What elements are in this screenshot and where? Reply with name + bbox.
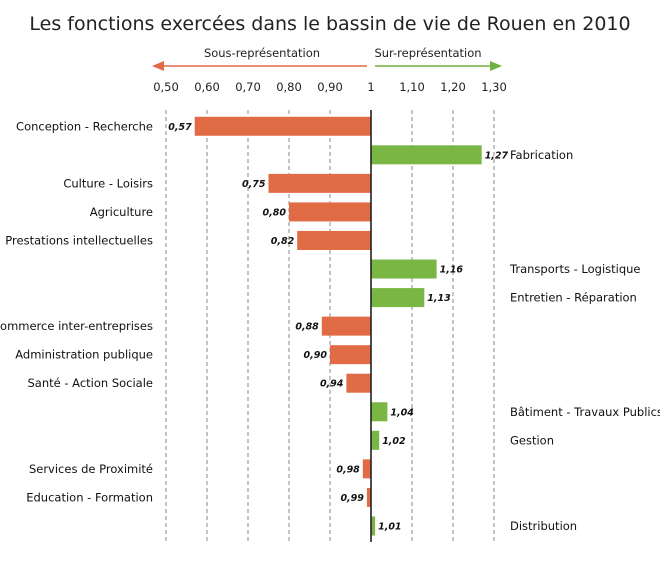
x-tick-label: 0,90 bbox=[317, 80, 343, 94]
category-label: Prestations intellectuelles bbox=[5, 233, 153, 247]
value-label: 1,16 bbox=[440, 265, 464, 276]
bar bbox=[371, 402, 388, 422]
category-label: Santé - Action Sociale bbox=[27, 376, 153, 390]
x-tick-label: 1 bbox=[367, 80, 374, 94]
value-label: 1,01 bbox=[378, 521, 401, 532]
value-label: 0,75 bbox=[242, 179, 266, 190]
bar bbox=[371, 288, 425, 308]
category-label: Gestion bbox=[510, 433, 554, 447]
x-axis-ticks: 0,50 0,60 0,70 0,80 0,90 1 1,10 1,20 1,30 bbox=[153, 80, 507, 94]
bar bbox=[321, 316, 371, 336]
bar bbox=[371, 145, 482, 165]
value-label: 1,04 bbox=[390, 407, 414, 418]
bar bbox=[371, 516, 376, 536]
value-label: 0,80 bbox=[263, 207, 287, 218]
under-arrow-head bbox=[152, 61, 164, 71]
chart-title: Les fonctions exercées dans le bassin de… bbox=[29, 13, 630, 35]
value-label: 0,99 bbox=[340, 493, 364, 504]
category-label: Education - Formation bbox=[26, 490, 153, 504]
category-label: Fabrication bbox=[510, 148, 573, 162]
bar bbox=[268, 173, 371, 193]
category-label: Services de Proximité bbox=[29, 462, 153, 476]
x-tick-label: 0,70 bbox=[235, 80, 261, 94]
under-representation-label: Sous-représentation bbox=[204, 46, 320, 60]
category-label: Distribution bbox=[510, 519, 577, 533]
bars bbox=[194, 116, 482, 536]
value-label: 0,57 bbox=[168, 122, 192, 133]
x-tick-label: 0,50 bbox=[153, 80, 179, 94]
x-tick-label: 0,80 bbox=[276, 80, 302, 94]
value-label: 1,13 bbox=[427, 293, 451, 304]
bar bbox=[297, 230, 371, 250]
bar bbox=[366, 487, 371, 507]
bar bbox=[371, 430, 380, 450]
value-label: 0,94 bbox=[320, 379, 344, 390]
over-representation-label: Sur-représentation bbox=[374, 46, 481, 60]
value-label: 1,27 bbox=[485, 150, 509, 161]
value-label: 0,88 bbox=[295, 322, 319, 333]
direction-indicator: Sous-représentation Sur-représentation bbox=[152, 46, 502, 71]
category-label: Commerce inter-entreprises bbox=[0, 319, 153, 333]
category-label: Transports - Logistique bbox=[509, 262, 641, 276]
category-label: Entretien - Réparation bbox=[510, 291, 637, 305]
value-label: 1,02 bbox=[382, 436, 406, 447]
bar bbox=[194, 116, 371, 136]
bar bbox=[362, 459, 371, 479]
category-label: Culture - Loisirs bbox=[63, 176, 153, 190]
category-label: Administration publique bbox=[15, 348, 153, 362]
x-tick-label: 0,60 bbox=[194, 80, 220, 94]
x-tick-label: 1,10 bbox=[399, 80, 425, 94]
labels: 0,57 Conception - Recherche 1,27 Fabricatio… bbox=[0, 119, 660, 533]
value-label: 0,82 bbox=[271, 236, 295, 247]
bar bbox=[330, 345, 371, 365]
category-label: Bâtiment - Travaux Publics bbox=[510, 405, 660, 419]
bar bbox=[289, 202, 371, 222]
category-label: Conception - Recherche bbox=[16, 119, 153, 133]
bar bbox=[346, 373, 371, 393]
x-tick-label: 1,30 bbox=[481, 80, 507, 94]
value-label: 0,98 bbox=[336, 464, 360, 475]
bar bbox=[371, 259, 437, 279]
category-label: Agriculture bbox=[90, 205, 153, 219]
over-arrow-head bbox=[490, 61, 502, 71]
x-tick-label: 1,20 bbox=[440, 80, 466, 94]
value-label: 0,90 bbox=[304, 350, 328, 361]
